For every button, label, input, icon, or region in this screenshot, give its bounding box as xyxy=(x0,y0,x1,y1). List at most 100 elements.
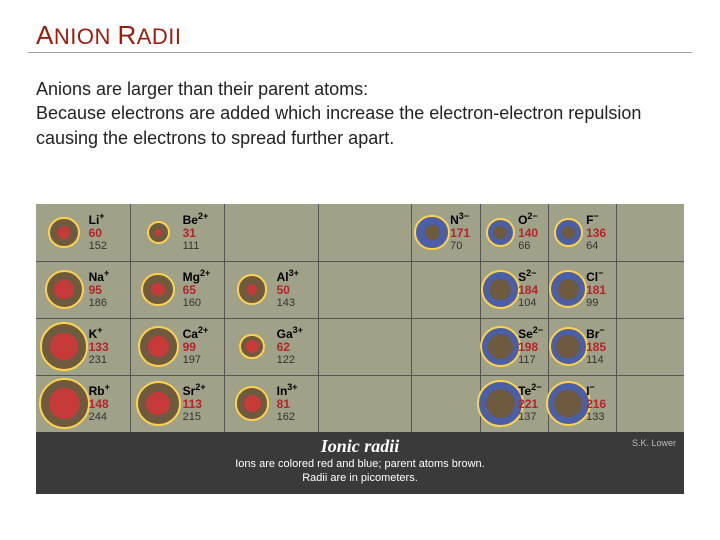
ion-radius: 171 xyxy=(450,227,470,240)
atom-radius: 104 xyxy=(518,297,538,309)
parent-atom-circle xyxy=(425,225,440,240)
ion-symbol: Mg2+ xyxy=(183,269,211,284)
ion-symbol: Na+ xyxy=(89,269,110,284)
credit: S.K. Lower xyxy=(632,438,676,448)
ion-labels: Ca2+99197 xyxy=(183,326,209,366)
ion-symbol: Ga3+ xyxy=(277,326,303,341)
ion-radius: 62 xyxy=(277,341,303,354)
ion-symbol: S2− xyxy=(518,269,538,284)
title-char: R xyxy=(117,20,136,50)
ion-labels: Te2−221137 xyxy=(518,383,541,423)
cation-circle xyxy=(148,336,169,357)
ion-cell: Te2−221137 xyxy=(480,375,548,432)
ion-labels: Ga3+62122 xyxy=(277,326,303,366)
ion-cell: Br−185114 xyxy=(548,318,616,375)
ion-labels: O2−14066 xyxy=(518,212,538,252)
ion-symbol: Te2− xyxy=(518,383,541,398)
ion-symbol: N3− xyxy=(450,212,470,227)
atom-radius: 186 xyxy=(89,297,110,309)
page-title: ANION RADII xyxy=(0,0,720,55)
atom-radius: 117 xyxy=(518,354,543,366)
ion-radius: 113 xyxy=(183,398,206,411)
title-rest: NION xyxy=(54,24,111,49)
ion-cell: I−216133 xyxy=(548,375,616,432)
caption-line: Ions are colored red and blue; parent at… xyxy=(36,457,684,471)
ion-cell: In3+81162 xyxy=(224,375,318,432)
ion-symbol: F− xyxy=(586,212,606,227)
ion-radius: 216 xyxy=(586,398,606,411)
ion-symbol: Be2+ xyxy=(183,212,209,227)
atom-radius: 66 xyxy=(518,240,538,252)
title-underline xyxy=(28,52,692,53)
ion-cell: Be2+31111 xyxy=(130,204,224,261)
atom-radius: 244 xyxy=(89,411,110,423)
paragraph: Because electrons are added which increa… xyxy=(36,101,684,150)
ionic-radii-chart: Li+60152 Be2+31111 Na+95186 Mg2+65160 Al3+50… xyxy=(36,204,684,494)
ion-labels: N3−17170 xyxy=(450,212,470,252)
ion-radius: 198 xyxy=(518,341,543,354)
ion-radius: 221 xyxy=(518,398,541,411)
atom-radius: 64 xyxy=(586,240,606,252)
ion-labels: I−216133 xyxy=(586,383,606,423)
ion-radius: 60 xyxy=(89,227,107,240)
ion-labels: In3+81162 xyxy=(277,383,298,423)
cation-circle xyxy=(246,340,259,353)
ion-labels: Na+95186 xyxy=(89,269,110,309)
ion-radius: 140 xyxy=(518,227,538,240)
ion-labels: S2−184104 xyxy=(518,269,538,309)
atom-radius: 197 xyxy=(183,354,209,366)
chart-body: Li+60152 Be2+31111 Na+95186 Mg2+65160 Al3+50… xyxy=(36,204,684,432)
atom-radius: 111 xyxy=(183,240,209,252)
ion-radius: 148 xyxy=(89,398,110,411)
ion-labels: Li+60152 xyxy=(89,212,107,252)
atom-radius: 99 xyxy=(586,297,606,309)
ion-cell: Al3+50143 xyxy=(224,261,318,318)
ion-symbol: Br− xyxy=(586,326,606,341)
ion-labels: Al3+50143 xyxy=(277,269,299,309)
ion-radius: 181 xyxy=(586,284,606,297)
atom-radius: 122 xyxy=(277,354,303,366)
chart-caption: S.K. Lower Ionic radii Ions are colored … xyxy=(36,432,684,494)
atom-radius: 70 xyxy=(450,240,470,252)
ion-radius: 95 xyxy=(89,284,110,297)
grid-col-line xyxy=(318,204,319,432)
cation-circle xyxy=(49,388,80,419)
ion-cell: S2−184104 xyxy=(480,261,548,318)
caption-title: Ionic radii xyxy=(36,436,684,457)
ion-cell: Na+95186 xyxy=(36,261,130,318)
cation-panel: Li+60152 Be2+31111 Na+95186 Mg2+65160 Al3+50… xyxy=(36,204,412,432)
ion-cell: Cl−18199 xyxy=(548,261,616,318)
ion-symbol: Ca2+ xyxy=(183,326,209,341)
atom-radius: 114 xyxy=(586,354,606,366)
ion-cell: Se2−198117 xyxy=(480,318,548,375)
ion-cell: Mg2+65160 xyxy=(130,261,224,318)
ion-symbol: I− xyxy=(586,383,606,398)
ion-symbol: Sr2+ xyxy=(183,383,206,398)
ion-cell: Sr2+113215 xyxy=(130,375,224,432)
ion-symbol: In3+ xyxy=(277,383,298,398)
title-char: A xyxy=(36,20,54,50)
ion-cell: K+133231 xyxy=(36,318,130,375)
ion-labels: Sr2+113215 xyxy=(183,383,206,423)
ion-cell: Li+60152 xyxy=(36,204,130,261)
atom-radius: 231 xyxy=(89,354,109,366)
ion-labels: K+133231 xyxy=(89,326,109,366)
parent-atom-circle xyxy=(486,389,515,418)
cation-circle xyxy=(247,284,258,295)
ion-radius: 65 xyxy=(183,284,211,297)
ion-symbol: O2− xyxy=(518,212,538,227)
ion-symbol: Se2− xyxy=(518,326,543,341)
anion-panel: N3−17170O2−14066F−13664S2−184104Cl−18199… xyxy=(412,204,684,432)
atom-radius: 162 xyxy=(277,411,298,423)
atom-radius: 133 xyxy=(586,411,606,423)
ion-radius: 81 xyxy=(277,398,298,411)
atom-radius: 143 xyxy=(277,297,299,309)
ion-radius: 31 xyxy=(183,227,209,240)
caption-line: Radii are in picometers. xyxy=(36,471,684,485)
ion-symbol: Li+ xyxy=(89,212,107,227)
ion-labels: Br−185114 xyxy=(586,326,606,366)
ion-labels: Se2−198117 xyxy=(518,326,543,366)
grid-col-line xyxy=(616,204,617,432)
ion-labels: Rb+148244 xyxy=(89,383,110,423)
ion-labels: Cl−18199 xyxy=(586,269,606,309)
